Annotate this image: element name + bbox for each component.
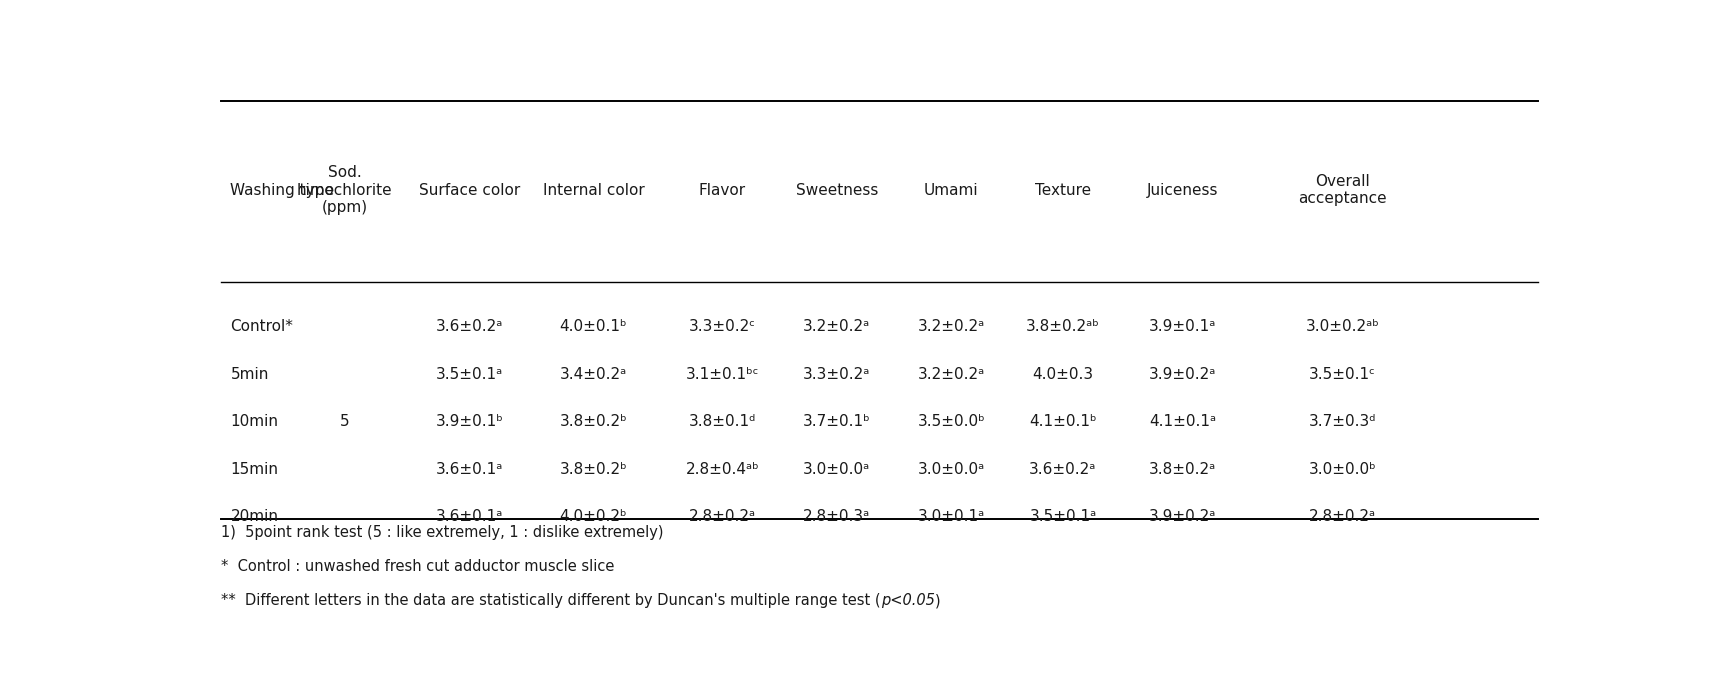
Text: 3.1±0.1ᵇᶜ: 3.1±0.1ᵇᶜ [686,367,758,382]
Text: 3.8±0.2ᵇ: 3.8±0.2ᵇ [559,415,628,430]
Text: 3.6±0.1ᵃ: 3.6±0.1ᵃ [436,462,503,477]
Text: 3.0±0.2ᵃᵇ: 3.0±0.2ᵃᵇ [1306,319,1380,334]
Text: 4.0±0.3: 4.0±0.3 [1033,367,1093,382]
Text: 3.7±0.3ᵈ: 3.7±0.3ᵈ [1309,415,1376,430]
Text: 2.8±0.4ᵃᵇ: 2.8±0.4ᵃᵇ [686,462,760,477]
Text: 3.9±0.1ᵇ: 3.9±0.1ᵇ [436,415,505,430]
Text: Sweetness: Sweetness [796,183,879,198]
Text: 3.6±0.2ᵃ: 3.6±0.2ᵃ [1030,462,1097,477]
Text: Umami: Umami [923,183,978,198]
Text: p<0.05: p<0.05 [880,593,935,608]
Text: 3.9±0.1ᵃ: 3.9±0.1ᵃ [1150,319,1217,334]
Text: 3.9±0.2ᵃ: 3.9±0.2ᵃ [1150,509,1217,524]
Text: Surface color: Surface color [419,183,520,198]
Text: 2.8±0.2ᵃ: 2.8±0.2ᵃ [1309,509,1376,524]
Text: 2.8±0.2ᵃ: 2.8±0.2ᵃ [688,509,757,524]
Text: 20min: 20min [230,509,278,524]
Text: 3.8±0.2ᵃ: 3.8±0.2ᵃ [1150,462,1217,477]
Text: Control*: Control* [230,319,293,334]
Text: Texture: Texture [1035,183,1091,198]
Text: 3.3±0.2ᵃ: 3.3±0.2ᵃ [803,367,870,382]
Text: 3.8±0.1ᵈ: 3.8±0.1ᵈ [688,415,757,430]
Text: 3.0±0.1ᵃ: 3.0±0.1ᵃ [918,509,985,524]
Text: 3.4±0.2ᵃ: 3.4±0.2ᵃ [559,367,626,382]
Text: 3.5±0.1ᵃ: 3.5±0.1ᵃ [1030,509,1097,524]
Text: 15min: 15min [230,462,278,477]
Text: 3.6±0.1ᵃ: 3.6±0.1ᵃ [436,509,503,524]
Text: 4.0±0.1ᵇ: 4.0±0.1ᵇ [559,319,628,334]
Text: 4.1±0.1ᵇ: 4.1±0.1ᵇ [1030,415,1097,430]
Text: 5: 5 [340,415,350,430]
Text: 2.8±0.3ᵃ: 2.8±0.3ᵃ [803,509,870,524]
Text: 3.6±0.2ᵃ: 3.6±0.2ᵃ [436,319,503,334]
Text: 3.2±0.2ᵃ: 3.2±0.2ᵃ [803,319,870,334]
Text: 3.3±0.2ᶜ: 3.3±0.2ᶜ [690,319,757,334]
Text: 3.8±0.2ᵇ: 3.8±0.2ᵇ [559,462,628,477]
Text: 3.5±0.1ᶜ: 3.5±0.1ᶜ [1309,367,1376,382]
Text: 3.2±0.2ᵃ: 3.2±0.2ᵃ [918,319,985,334]
Text: Washing time: Washing time [230,183,335,198]
Text: 3.0±0.0ᵇ: 3.0±0.0ᵇ [1308,462,1376,477]
Text: 4.1±0.1ᵃ: 4.1±0.1ᵃ [1150,415,1217,430]
Text: **  Different letters in the data are statistically different by Duncan's multip: ** Different letters in the data are sta… [221,593,880,608]
Text: Sod.
hypochlorite
(ppm): Sod. hypochlorite (ppm) [297,165,393,215]
Text: 10min: 10min [230,415,278,430]
Text: 3.7±0.1ᵇ: 3.7±0.1ᵇ [803,415,870,430]
Text: *  Control : unwashed fresh cut adductor muscle slice: * Control : unwashed fresh cut adductor … [221,559,614,574]
Text: 3.9±0.2ᵃ: 3.9±0.2ᵃ [1150,367,1217,382]
Text: 5min: 5min [230,367,269,382]
Text: 4.0±0.2ᵇ: 4.0±0.2ᵇ [559,509,628,524]
Text: 3.5±0.0ᵇ: 3.5±0.0ᵇ [918,415,985,430]
Text: Overall
acceptance: Overall acceptance [1297,174,1387,207]
Text: ): ) [935,593,940,608]
Text: 3.0±0.0ᵃ: 3.0±0.0ᵃ [918,462,985,477]
Text: Internal color: Internal color [542,183,645,198]
Text: 3.5±0.1ᵃ: 3.5±0.1ᵃ [436,367,503,382]
Text: Flavor: Flavor [698,183,746,198]
Text: 1)  5point rank test (5 : like extremely, 1 : dislike extremely): 1) 5point rank test (5 : like extremely,… [221,525,664,540]
Text: 3.2±0.2ᵃ: 3.2±0.2ᵃ [918,367,985,382]
Text: 3.8±0.2ᵃᵇ: 3.8±0.2ᵃᵇ [1026,319,1100,334]
Text: 3.0±0.0ᵃ: 3.0±0.0ᵃ [803,462,870,477]
Text: Juiceness: Juiceness [1146,183,1218,198]
